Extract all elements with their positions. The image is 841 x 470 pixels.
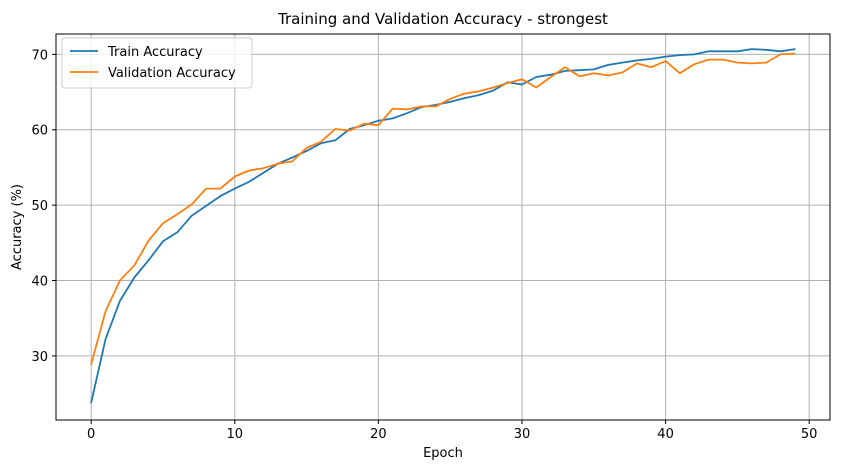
y-axis-ticks: 30 40 50 60 70 bbox=[31, 48, 56, 365]
chart-title: Training and Validation Accuracy - stron… bbox=[277, 10, 608, 28]
x-tick-label: 30 bbox=[514, 427, 531, 442]
y-tick-label: 40 bbox=[31, 275, 48, 290]
x-tick-label: 50 bbox=[801, 427, 818, 442]
x-tick-label: 20 bbox=[370, 427, 387, 442]
grid bbox=[56, 34, 830, 420]
x-tick-label: 40 bbox=[657, 427, 674, 442]
y-tick-label: 60 bbox=[31, 124, 48, 139]
series-line-validation bbox=[90, 52, 796, 366]
y-tick-label: 70 bbox=[31, 48, 48, 63]
plot-frame bbox=[55, 33, 831, 421]
y-tick-label: 30 bbox=[31, 350, 48, 365]
x-axis-ticks: 0 10 20 30 40 50 bbox=[87, 420, 817, 442]
y-tick-label: 50 bbox=[31, 199, 48, 214]
x-tick-label: 0 bbox=[87, 427, 95, 442]
legend-label-validation: Validation Accuracy bbox=[108, 66, 236, 81]
x-tick-label: 10 bbox=[227, 427, 244, 442]
y-axis-label: Accuracy (%) bbox=[10, 184, 25, 270]
legend-label-train: Train Accuracy bbox=[107, 45, 203, 60]
series-lines bbox=[90, 48, 796, 404]
legend-box bbox=[61, 37, 253, 89]
legend: Train Accuracy Validation Accuracy bbox=[61, 37, 253, 89]
x-axis-label: Epoch bbox=[423, 446, 463, 461]
